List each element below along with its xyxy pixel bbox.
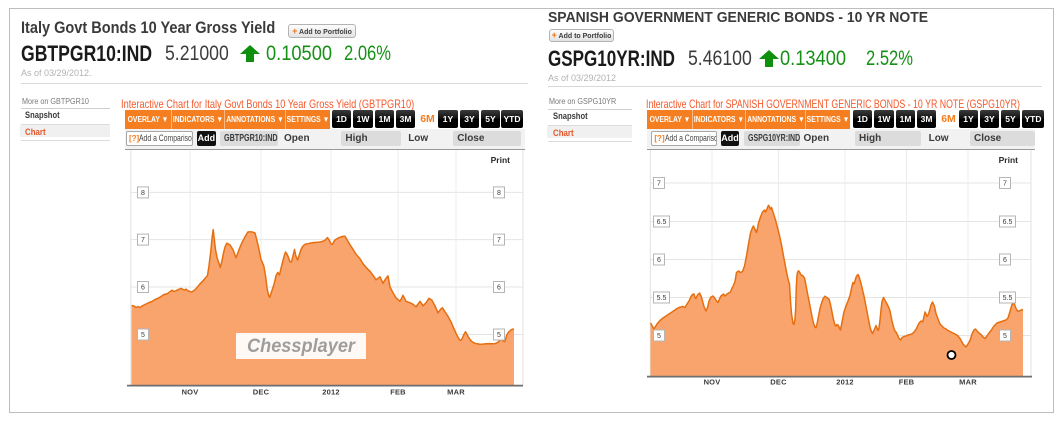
- svg-text:7: 7: [657, 181, 661, 188]
- svg-text:5: 5: [1003, 333, 1007, 340]
- svg-text:5.5: 5.5: [1003, 295, 1013, 302]
- svg-text:DEC: DEC: [770, 378, 787, 387]
- svg-text:6.5: 6.5: [657, 219, 667, 226]
- svg-text:Print: Print: [491, 155, 511, 165]
- svg-text:DEC: DEC: [253, 388, 270, 397]
- svg-text:2012: 2012: [322, 388, 340, 397]
- svg-text:6: 6: [1003, 257, 1007, 264]
- svg-text:7: 7: [497, 237, 501, 244]
- svg-text:MAR: MAR: [447, 388, 465, 397]
- svg-text:Print: Print: [999, 155, 1019, 165]
- svg-text:8: 8: [141, 190, 145, 197]
- svg-text:NOV: NOV: [704, 378, 721, 387]
- svg-text:Chessplayer: Chessplayer: [247, 336, 357, 357]
- svg-text:8: 8: [497, 190, 501, 197]
- svg-text:FEB: FEB: [899, 378, 915, 387]
- svg-text:5.5: 5.5: [657, 295, 667, 302]
- svg-text:6: 6: [497, 285, 501, 292]
- svg-text:NOV: NOV: [182, 388, 199, 397]
- svg-text:6.5: 6.5: [1003, 219, 1013, 226]
- svg-text:6: 6: [657, 257, 661, 264]
- svg-text:5: 5: [141, 332, 145, 339]
- svg-text:6: 6: [141, 285, 145, 292]
- svg-text:7: 7: [141, 237, 145, 244]
- svg-text:FEB: FEB: [390, 388, 406, 397]
- svg-text:5: 5: [657, 333, 661, 340]
- svg-text:MAR: MAR: [959, 378, 977, 387]
- svg-text:7: 7: [1003, 181, 1007, 188]
- svg-text:5: 5: [497, 332, 501, 339]
- svg-text:2012: 2012: [836, 378, 854, 387]
